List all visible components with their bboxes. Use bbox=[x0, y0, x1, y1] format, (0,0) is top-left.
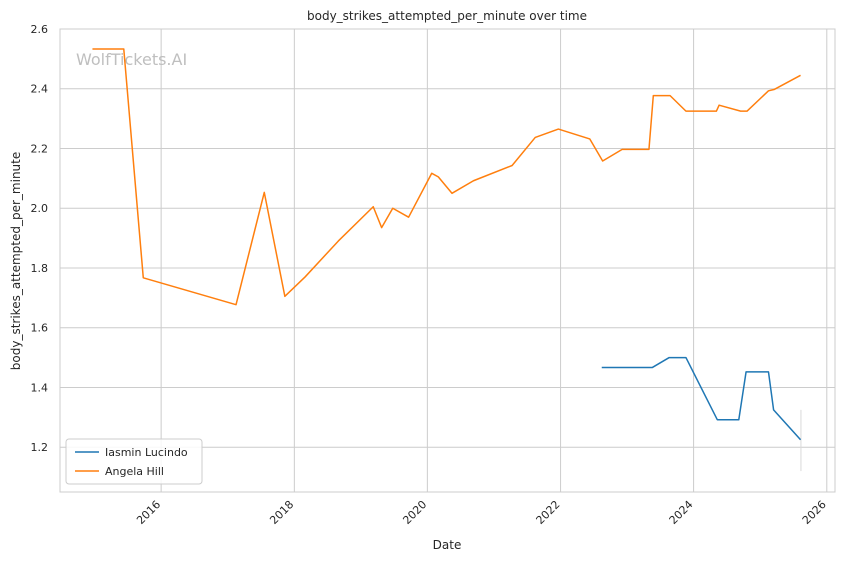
y-tick-label: 1.6 bbox=[31, 322, 49, 335]
y-tick-label: 2.0 bbox=[31, 202, 49, 215]
y-tick-label: 1.4 bbox=[31, 381, 49, 394]
y-tick-label: 2.4 bbox=[31, 83, 49, 96]
y-axis-label: body_strikes_attempted_per_minute bbox=[9, 152, 23, 370]
x-axis-label: Date bbox=[433, 538, 462, 552]
watermark: WolfTickets.AI bbox=[76, 50, 187, 69]
y-axis-ticks: 1.2 1.4 1.6 1.8 2.0 2.2 2.4 2.6 bbox=[31, 23, 49, 454]
series-line-angela-hill bbox=[92, 48, 801, 306]
series-lines bbox=[92, 48, 802, 441]
legend: Iasmin Lucindo Angela Hill bbox=[65, 438, 203, 485]
plot-area-border bbox=[59, 28, 836, 493]
chart-title: body_strikes_attempted_per_minute over t… bbox=[307, 9, 587, 23]
y-tick-label: 2.2 bbox=[31, 142, 49, 155]
legend-label-angela-hill: Angela Hill bbox=[105, 465, 164, 478]
legend-label-iasmin-lucindo: Iasmin Lucindo bbox=[105, 446, 188, 459]
y-tick-label: 2.6 bbox=[31, 23, 49, 36]
y-tick-label: 1.2 bbox=[31, 441, 49, 454]
series-line-iasmin-lucindo bbox=[601, 356, 802, 441]
legend-box bbox=[65, 438, 203, 485]
y-tick-label: 1.8 bbox=[31, 262, 49, 275]
